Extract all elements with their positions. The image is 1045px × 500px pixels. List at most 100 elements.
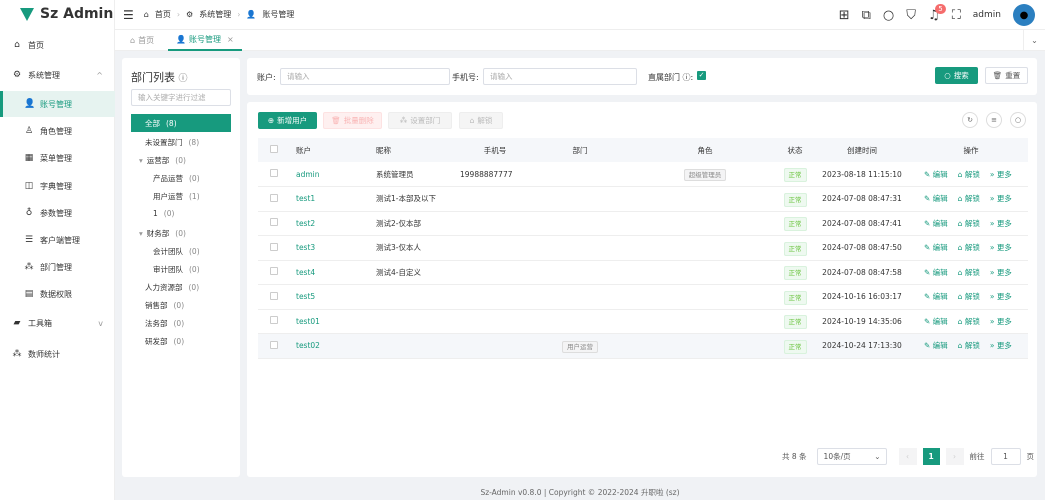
sidebar-item-menus[interactable]: ▦ 菜单管理: [0, 145, 115, 171]
more-button[interactable]: » 更多: [989, 169, 1012, 179]
dept-tree-item[interactable]: 1 (0): [153, 209, 175, 219]
reset-button[interactable]: 🗑 重置: [985, 67, 1028, 84]
avatar[interactable]: ●: [1013, 4, 1035, 26]
edit-button[interactable]: ✎ 编辑: [924, 341, 948, 351]
row-checkbox[interactable]: [270, 291, 278, 300]
account-link[interactable]: test3: [296, 243, 316, 253]
row-checkbox[interactable]: [270, 193, 278, 202]
more-button[interactable]: » 更多: [989, 341, 1012, 351]
prev-page-button[interactable]: ‹: [898, 448, 917, 465]
row-checkbox[interactable]: [270, 218, 278, 227]
account-link[interactable]: test5: [296, 292, 316, 302]
table-row[interactable]: test02 用户运营 正常 2024-10-24 17:13:30 ✎ 编辑 ⌂…: [258, 333, 1028, 359]
caret-down-icon[interactable]: ▾: [139, 156, 143, 166]
dept-tree-item[interactable]: ▾ 运营部 (0): [139, 156, 186, 166]
unlock-row-button[interactable]: ⌂ 解锁: [957, 341, 980, 351]
sidebar-item-system[interactable]: ⚙ 系统管理 ^: [0, 62, 115, 88]
caret-down-icon[interactable]: ▾: [139, 228, 143, 238]
table-row[interactable]: admin 系统管理员 19988887777 超级管理员 正常 2023-08…: [258, 162, 1028, 187]
dept-tree-item[interactable]: 产品运营 (0): [153, 174, 200, 184]
dept-tree-item[interactable]: 人力资源部 (0): [145, 282, 200, 292]
username[interactable]: admin: [972, 10, 1001, 20]
edit-button[interactable]: ✎ 编辑: [924, 243, 948, 253]
phone-input[interactable]: 请输入: [483, 68, 637, 85]
sidebar-item-home[interactable]: ⌂ 首页: [0, 32, 115, 58]
select-all-checkbox[interactable]: [270, 145, 278, 153]
direct-dept-checkbox[interactable]: ✓: [697, 71, 706, 80]
more-button[interactable]: » 更多: [989, 267, 1012, 277]
more-button[interactable]: » 更多: [989, 292, 1012, 302]
close-icon[interactable]: ×: [226, 35, 234, 44]
dept-tree-item[interactable]: 销售部 (0): [145, 300, 185, 310]
more-button[interactable]: » 更多: [989, 243, 1012, 253]
more-button[interactable]: » 更多: [989, 316, 1012, 326]
layout-icon[interactable]: ⊞: [838, 7, 850, 23]
table-row[interactable]: test4 测试4-自定义 正常 2024-07-08 08:47:58 ✎ 编…: [258, 260, 1028, 285]
row-checkbox[interactable]: [270, 242, 278, 251]
account-link[interactable]: test01: [296, 316, 320, 326]
unlock-row-button[interactable]: ⌂ 解锁: [957, 267, 980, 277]
theme-shirt-icon[interactable]: ⛉: [906, 7, 917, 23]
bell-icon[interactable]: ♫ 5: [928, 3, 946, 23]
dept-tree-item[interactable]: ▾ 财务部 (0): [139, 228, 186, 238]
edit-button[interactable]: ✎ 编辑: [924, 194, 948, 204]
table-row[interactable]: test5 正常 2024-10-16 16:03:17 ✎ 编辑 ⌂ 解锁 » 更…: [258, 284, 1028, 310]
search-button[interactable]: ○ 搜索: [935, 67, 978, 84]
dept-tree-item[interactable]: 研发部 (0): [145, 337, 185, 347]
refresh-icon[interactable]: ↻: [962, 112, 978, 128]
account-input[interactable]: 请输入: [280, 68, 450, 85]
page-1-button[interactable]: 1: [922, 448, 940, 465]
edit-button[interactable]: ✎ 编辑: [924, 316, 948, 326]
unlock-row-button[interactable]: ⌂ 解锁: [957, 292, 980, 302]
edit-button[interactable]: ✎ 编辑: [924, 292, 948, 302]
dept-tree-item[interactable]: 未设置部门 (8): [145, 138, 200, 147]
unlock-row-button[interactable]: ⌂ 解锁: [957, 243, 980, 253]
tab-home[interactable]: ⌂ 首页: [130, 30, 154, 51]
table-row[interactable]: test2 测试2-仅本部 正常 2024-07-08 08:47:41 ✎ 编…: [258, 211, 1028, 236]
unlock-row-button[interactable]: ⌂ 解锁: [957, 218, 980, 228]
unlock-row-button[interactable]: ⌂ 解锁: [957, 194, 980, 204]
sidebar-item-clients[interactable]: ☰ 客户端管理: [0, 227, 115, 253]
unlock-row-button[interactable]: ⌂ 解锁: [957, 316, 980, 326]
table-row[interactable]: test01 正常 2024-10-19 14:35:06 ✎ 编辑 ⌂ 解锁 » …: [258, 309, 1028, 334]
table-row[interactable]: test3 测试3-仅本人 正常 2024-07-08 08:47:50 ✎ 编…: [258, 235, 1028, 261]
unlock-row-button[interactable]: ⌂ 解锁: [957, 169, 980, 179]
unlock-button[interactable]: ⌂ 解锁: [459, 112, 503, 129]
more-button[interactable]: » 更多: [989, 194, 1012, 204]
dept-tree-item[interactable]: 会计团队 (0): [153, 246, 200, 256]
sidebar-item-toolbox[interactable]: ▰ 工具箱 v: [0, 310, 115, 336]
dept-tree-item[interactable]: 法务部 (0): [145, 319, 185, 328]
row-checkbox[interactable]: [270, 267, 278, 276]
account-link[interactable]: test02: [296, 341, 320, 351]
tabs-dropdown-icon[interactable]: ⌄: [1023, 30, 1045, 51]
dept-filter-input[interactable]: 输入关键字进行过滤: [131, 89, 231, 106]
dept-tree-item[interactable]: 用户运营 (1): [153, 192, 200, 202]
account-link[interactable]: admin: [296, 169, 320, 179]
breadcrumb-item[interactable]: 系统管理: [199, 10, 232, 19]
breadcrumb-item[interactable]: 首页: [154, 10, 171, 19]
batch-delete-button[interactable]: 🗑 批量删除: [323, 112, 382, 129]
sidebar-item-roles[interactable]: ♙ 角色管理: [0, 118, 115, 144]
table-row[interactable]: test1 测试1-本部及以下 正常 2024-07-08 08:47:31 ✎…: [258, 186, 1028, 212]
sidebar-item-accounts[interactable]: 👤 账号管理: [0, 91, 115, 117]
sidebar-item-params[interactable]: ♁ 参数管理: [0, 200, 115, 226]
sidebar-item-depts[interactable]: ⁂ 部门管理: [0, 254, 115, 280]
row-checkbox[interactable]: [270, 169, 278, 177]
search-toggle-icon[interactable]: ○: [1010, 112, 1026, 128]
edit-button[interactable]: ✎ 编辑: [924, 267, 948, 277]
goto-page-input[interactable]: 1: [990, 448, 1021, 465]
next-page-button[interactable]: ›: [945, 448, 964, 465]
translate-icon[interactable]: ⧉: [861, 7, 871, 23]
account-link[interactable]: test2: [296, 218, 316, 228]
tab-accounts[interactable]: 👤 账号管理 ×: [168, 30, 242, 51]
set-dept-button[interactable]: ⁂ 设置部门: [388, 112, 452, 129]
sidebar-item-dict[interactable]: ◫ 字典管理: [0, 173, 115, 199]
account-link[interactable]: test4: [296, 267, 316, 277]
add-user-button[interactable]: ⊕ 新增用户: [258, 112, 317, 129]
dept-tree-item[interactable]: 审计团队 (0): [153, 264, 200, 274]
page-size-select[interactable]: 10条/页 ⌄: [816, 448, 887, 465]
edit-button[interactable]: ✎ 编辑: [924, 169, 948, 179]
help-icon[interactable]: ⓘ: [178, 74, 188, 84]
dept-item-all[interactable]: 全部 (8): [131, 114, 231, 132]
edit-button[interactable]: ✎ 编辑: [924, 218, 948, 228]
